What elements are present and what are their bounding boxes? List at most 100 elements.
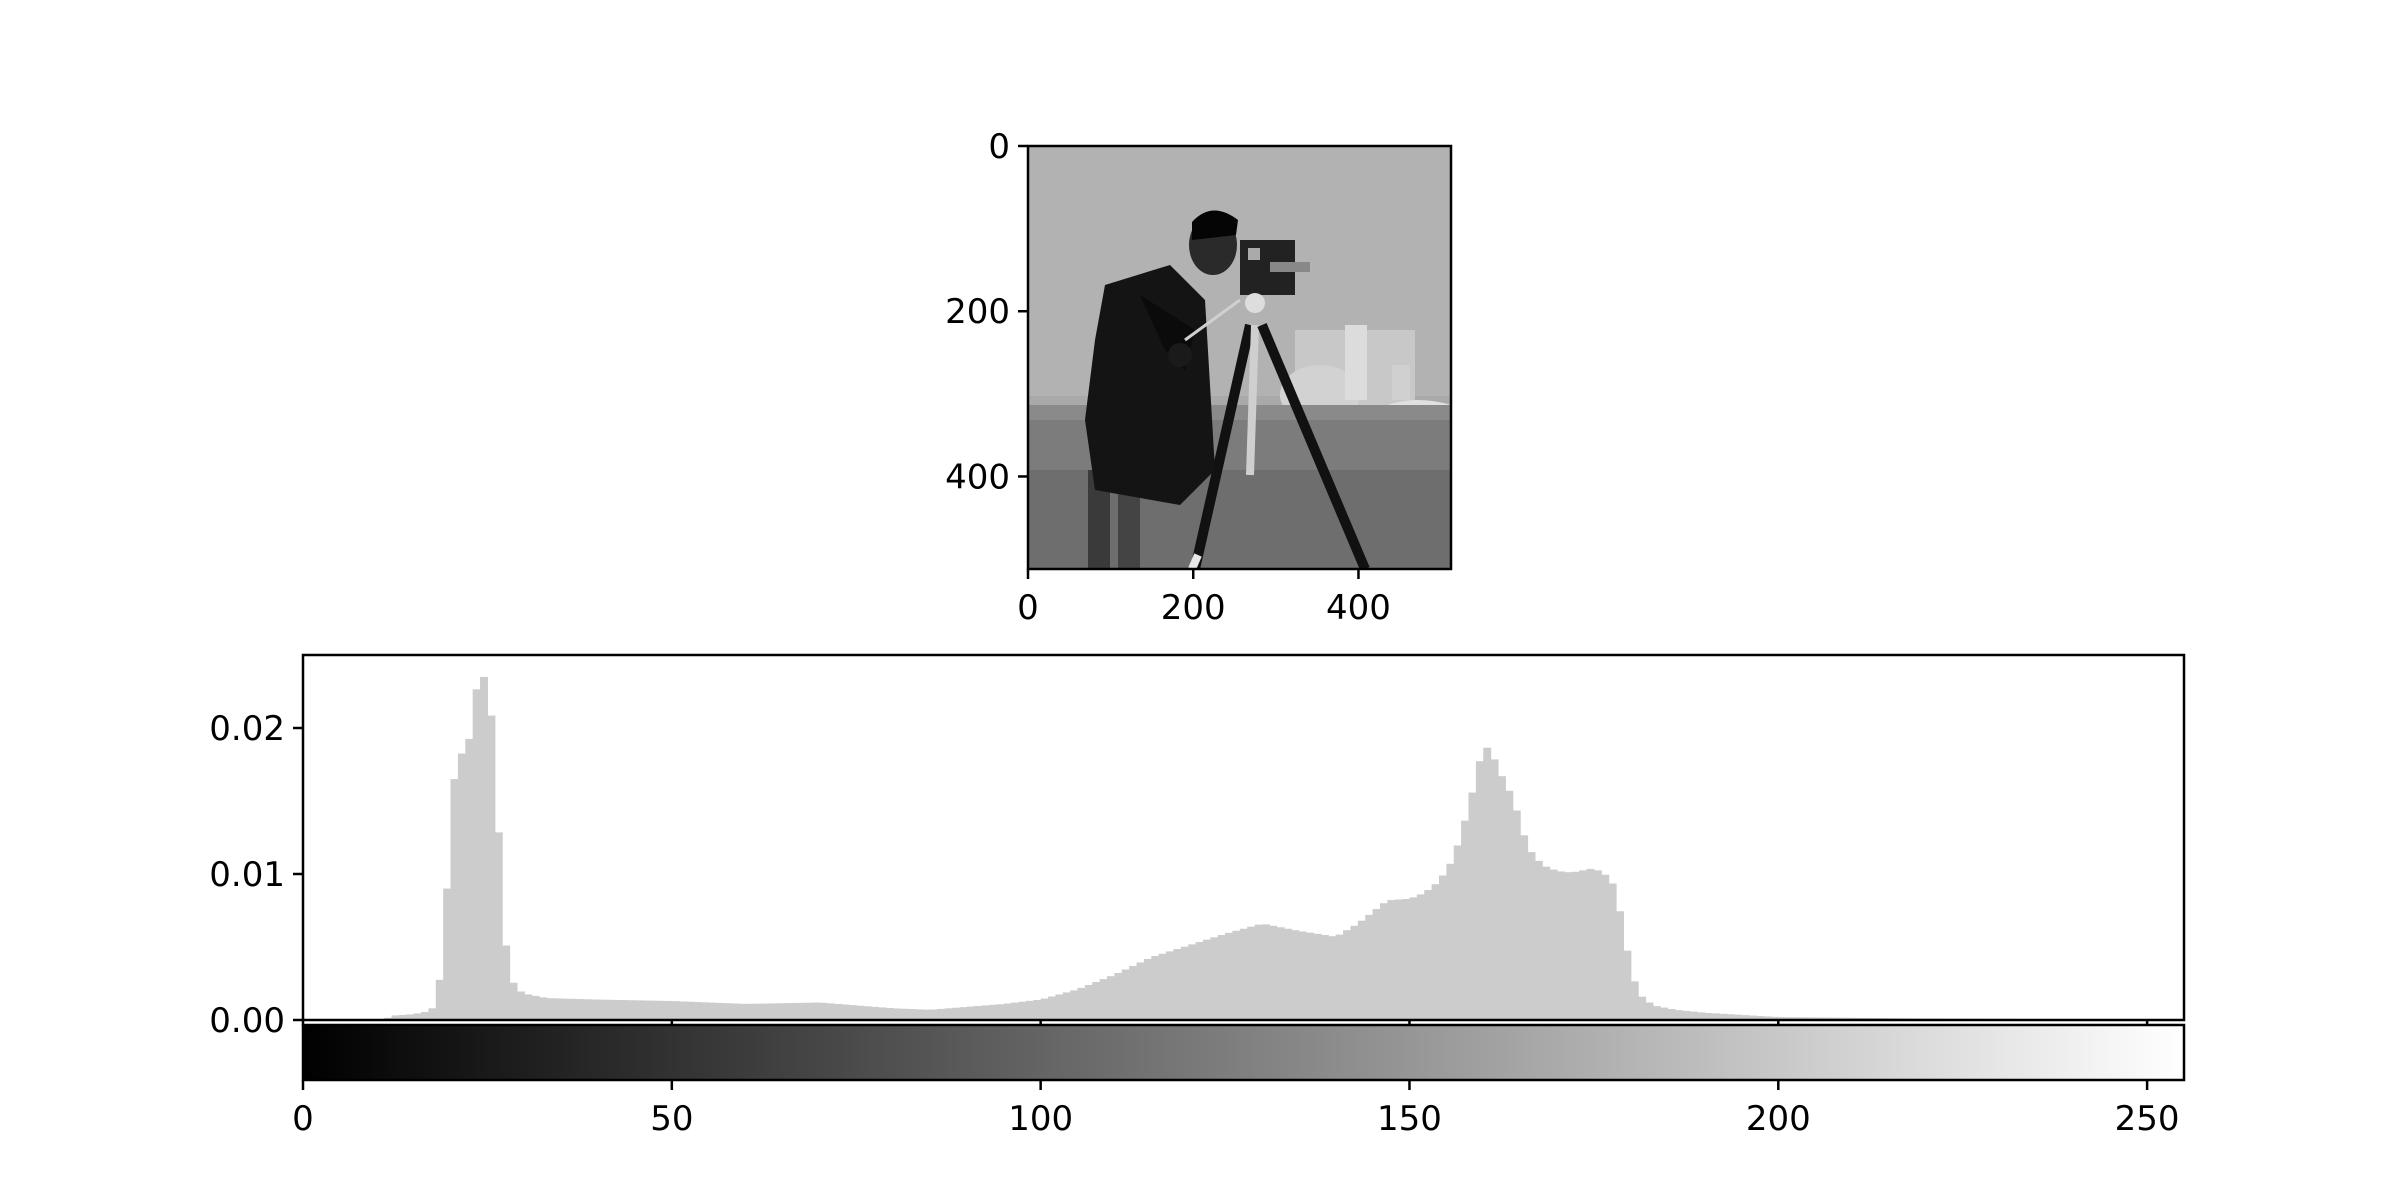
histogram-bar [679,1001,688,1020]
histogram-bar [1785,1017,1794,1020]
histogram-bar [782,1003,791,1020]
histogram-bar [693,1002,702,1020]
histogram-bar [1402,899,1411,1020]
histogram-bar [848,1005,857,1020]
histogram-bar [1188,944,1197,1020]
histogram-bar [1173,949,1182,1020]
histogram-bar [1608,883,1617,1020]
colorbar-tick-label: 250 [2115,1099,2180,1139]
histogram-bar [1225,932,1234,1020]
colorbar-tick-label: 200 [1746,1099,1811,1139]
histogram-bar [989,1004,997,1020]
histogram-bar [1630,981,1639,1020]
histogram-bar [664,1000,673,1020]
histogram-bar [1497,776,1506,1020]
histogram-bar [1247,926,1256,1020]
colorbar-gradient [303,1025,2184,1080]
histogram-bar [996,1004,1005,1020]
histogram-bar [730,1003,739,1020]
histogram-bar [760,1003,769,1020]
colorbar-ticks: 0 50 100 150 200 250 [292,1080,2180,1139]
colorbar-frame [301,1023,2186,1082]
histogram-bar [1741,1015,1750,1020]
histogram-bar [1645,1002,1654,1020]
histogram-bar [937,1008,946,1020]
histogram-bar [738,1003,747,1020]
histogram-bar [1453,845,1462,1020]
histogram-bar [1675,1010,1683,1020]
histogram-bar [1446,863,1455,1020]
histogram-bar [413,1013,422,1020]
histogram-bar [435,979,444,1020]
histogram-bar [878,1007,887,1020]
histogram-bar [1276,927,1285,1020]
histogram-axes-frame [301,653,2186,1022]
histogram-bar [1579,870,1588,1020]
histogram-bar [583,999,592,1020]
histogram-bar [1180,946,1189,1020]
histogram-bar [959,1007,968,1020]
histogram-bar [516,991,525,1020]
histogram-bar [1394,899,1403,1020]
image-axes-frame [1026,144,1453,571]
cameraman-photo [1028,146,1451,569]
histogram-bar [1210,937,1219,1020]
histogram-bar [1697,1012,1706,1020]
histogram-bar [1166,951,1175,1020]
histogram-bar [575,999,584,1020]
histogram-bar [893,1008,902,1020]
histogram-bar [502,945,511,1020]
histogram-bar [944,1008,953,1020]
histogram-bar [701,1002,710,1020]
histogram-bar [1195,942,1204,1020]
histogram-bar [1055,994,1064,1020]
histogram-bar [1040,998,1049,1020]
histogram-bar [1084,984,1093,1020]
histogram-bar [1217,935,1226,1020]
histogram-bar [612,999,621,1020]
histogram-bar [553,998,562,1020]
histogram-bar [546,998,555,1020]
histogram-bar [1062,992,1071,1020]
image-panel: 0 200 400 0 200 400 [945,127,1453,628]
histogram-y-tick-label: 0.02 [209,709,285,749]
histogram-bar [1593,870,1602,1020]
histogram-bar [620,1000,629,1020]
image-y-tick-label: 200 [945,292,1010,332]
histogram-bar [797,1002,806,1020]
histogram-bar [1667,1009,1676,1020]
histogram-bar [1438,875,1447,1020]
histogram-bar [494,832,503,1020]
histogram-bar [443,888,452,1020]
histogram-bar [671,1001,680,1020]
image-x-tick-label: 400 [1326,588,1391,628]
histogram-bar [1365,914,1374,1020]
histogram-panel: 0.00 0.01 0.02 [209,653,2186,1041]
histogram-bar [605,999,614,1020]
histogram-bar [1527,852,1536,1020]
histogram-bar [428,1008,437,1020]
histogram-bar [1107,976,1116,1020]
histogram-bar [1490,759,1499,1020]
histogram-bar [642,1000,651,1020]
histogram-bar [1475,761,1484,1020]
histogram-bar [1357,920,1366,1020]
histogram-bar [1416,894,1425,1020]
histogram-bar [1711,1013,1720,1020]
histogram-bar [1239,928,1248,1020]
colorbar-tick-label: 100 [1008,1099,1073,1139]
histogram-bar [1512,810,1521,1020]
histogram-bar [568,998,577,1020]
histogram-bar [745,1003,754,1020]
histogram-bar [457,753,466,1020]
histogram-bar [1077,987,1086,1020]
histogram-bar [1601,874,1610,1020]
histogram-bar [539,997,548,1020]
histogram-bar [1719,1013,1728,1020]
histogram-bar [1734,1014,1743,1020]
histogram-bar [1660,1007,1669,1020]
histogram-bar [1549,869,1558,1020]
image-x-tick-label: 0 [1017,588,1039,628]
histogram-ticks: 0.00 0.01 0.02 [209,709,2149,1041]
